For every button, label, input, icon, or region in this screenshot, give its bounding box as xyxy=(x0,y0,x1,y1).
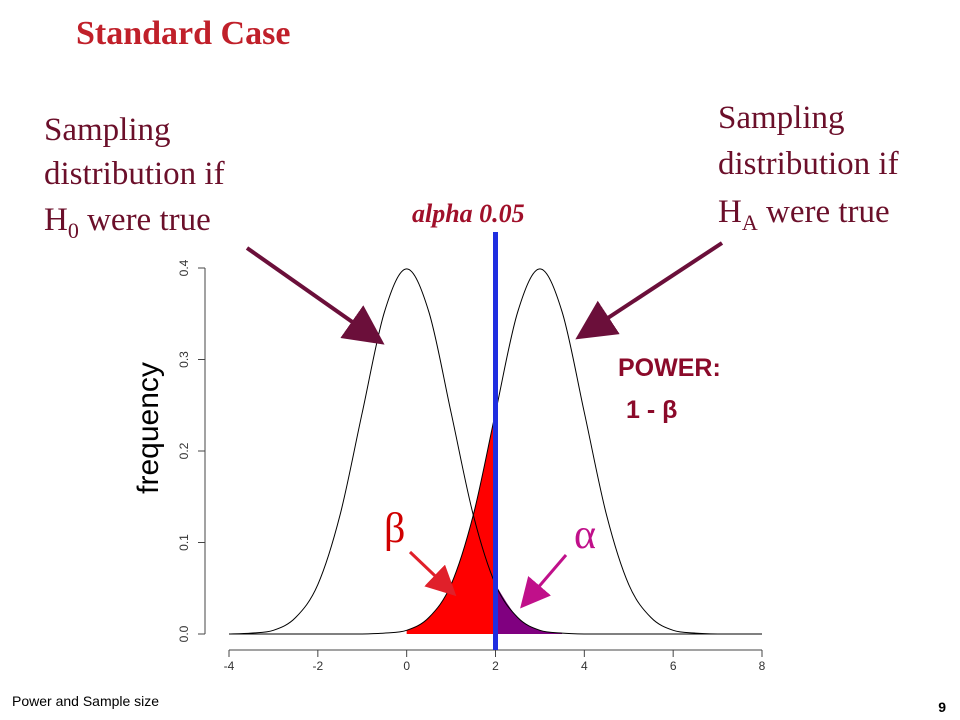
annotation-line: distribution if xyxy=(44,156,225,192)
x-tick-label: 8 xyxy=(759,659,766,673)
y-tick-label: 0.1 xyxy=(177,534,191,551)
x-tick-label: -4 xyxy=(224,659,235,673)
annotation-line: distribution if xyxy=(718,146,899,182)
annotation-text: H xyxy=(44,202,68,238)
curve xyxy=(229,268,762,635)
arrow xyxy=(520,554,568,609)
annotation-text: were true xyxy=(758,194,890,230)
arrow xyxy=(575,241,724,340)
annotation-text: were true xyxy=(79,202,211,238)
x-tick-label: 6 xyxy=(670,659,677,673)
arrow xyxy=(408,550,457,597)
annotation-line: Sampling xyxy=(718,100,845,136)
arrow xyxy=(245,246,385,345)
left-annotation: Sampling distribution if H0 were true xyxy=(44,112,225,243)
footer: Power and Sample size xyxy=(12,693,159,709)
alpha-label: α xyxy=(574,512,596,558)
annotation-line: H0 were true xyxy=(44,202,211,243)
threshold-label: alpha 0.05 xyxy=(412,199,525,228)
annotation-subscript: A xyxy=(742,210,758,235)
plot: 0.0 0.1 0.2 0.3 0.4 -4 -2 0 2 4 6 8 frequency xyxy=(132,232,766,673)
x-tick-label: 4 xyxy=(581,659,588,673)
y-axis-label: frequency xyxy=(132,362,165,494)
beta-label: β xyxy=(384,506,405,552)
alpha-area xyxy=(495,584,563,634)
y-tick-label: 0.0 xyxy=(177,625,191,642)
x-tick-label: 2 xyxy=(492,659,499,673)
slide-title: Standard Case xyxy=(76,15,290,52)
beta-area xyxy=(406,412,496,634)
curve xyxy=(228,268,762,635)
y-tick-label: 0.3 xyxy=(177,351,191,368)
annotation-line: Sampling xyxy=(44,112,171,148)
x-tick-label: -2 xyxy=(312,659,323,673)
annotation-line: HA were true xyxy=(718,194,890,235)
annotation-subscript: 0 xyxy=(68,218,79,243)
y-tick-label: 0.2 xyxy=(177,442,191,459)
right-annotation: Sampling distribution if HA were true xyxy=(718,100,899,235)
annotation-text: H xyxy=(718,194,742,230)
power-label: 1 - β xyxy=(626,396,677,424)
x-tick-label: 0 xyxy=(403,659,410,673)
y-tick-label: 0.4 xyxy=(177,259,191,276)
page-number: 9 xyxy=(938,699,946,715)
power-label: POWER: xyxy=(618,354,721,382)
